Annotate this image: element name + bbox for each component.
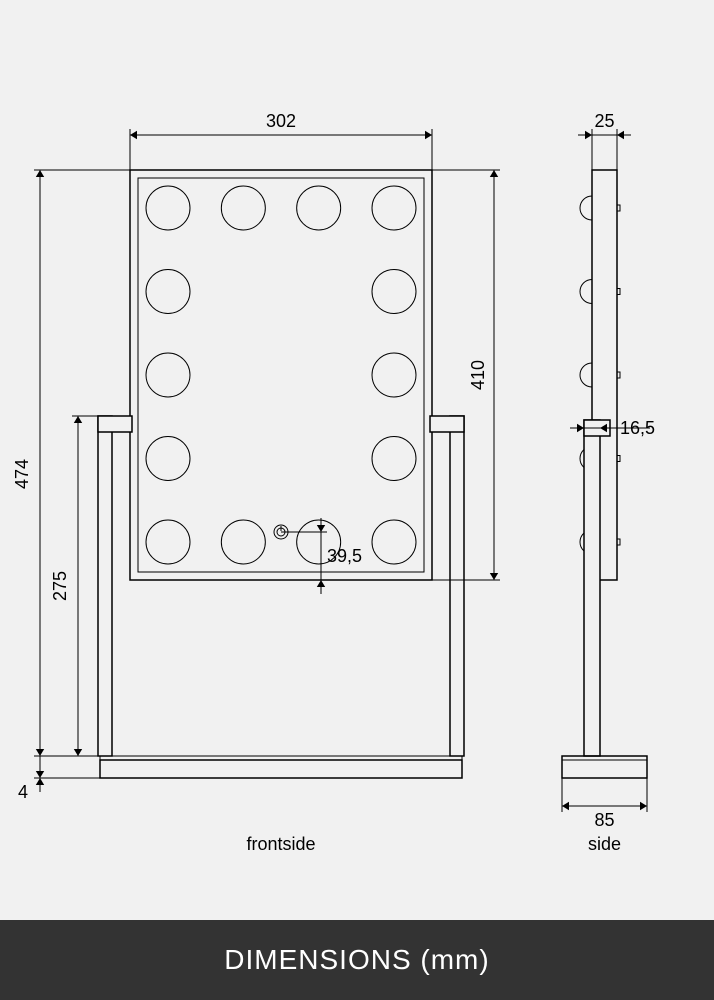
svg-text:16,5: 16,5 xyxy=(620,418,655,438)
footer-title: DIMENSIONS (mm) xyxy=(0,920,714,1000)
svg-text:4: 4 xyxy=(18,782,28,802)
svg-text:302: 302 xyxy=(266,111,296,131)
svg-text:39,5: 39,5 xyxy=(327,546,362,566)
footer-title-text: DIMENSIONS (mm) xyxy=(224,944,489,976)
svg-text:275: 275 xyxy=(50,571,70,601)
svg-text:side: side xyxy=(588,834,621,854)
svg-text:85: 85 xyxy=(594,810,614,830)
technical-drawing: 302 410 474 275 4 39,5 frontside 25 16,5 85 side xyxy=(0,0,714,920)
svg-text:25: 25 xyxy=(594,111,614,131)
svg-text:410: 410 xyxy=(468,360,488,390)
svg-text:frontside: frontside xyxy=(246,834,315,854)
svg-text:474: 474 xyxy=(12,459,32,489)
